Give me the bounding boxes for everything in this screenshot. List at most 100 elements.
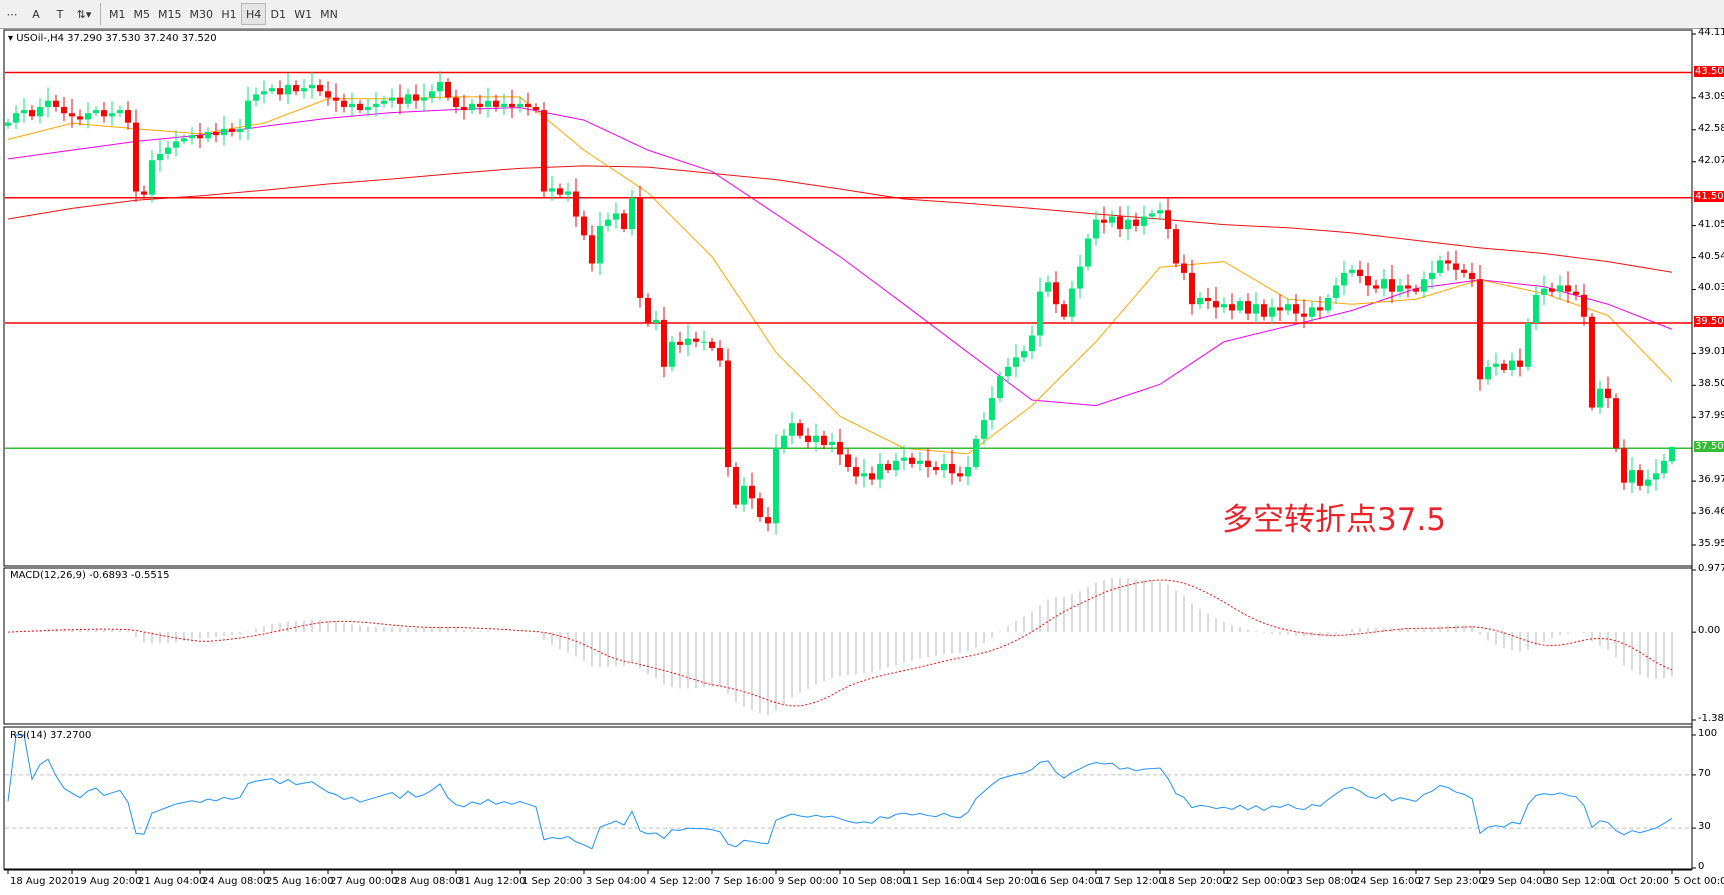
- candle-bear: [661, 319, 667, 367]
- text-icon[interactable]: A: [32, 7, 40, 21]
- time-tick-label: 5 Oct 00:00: [1674, 876, 1724, 887]
- timeframe-m30-button[interactable]: M30: [189, 7, 214, 21]
- candle-bull: [605, 219, 611, 226]
- candle-bear: [1117, 216, 1123, 230]
- candle-bull: [253, 94, 259, 101]
- candle-bull: [189, 135, 195, 139]
- candle-bull: [965, 467, 971, 477]
- price-tick-label: 36.465: [1698, 506, 1724, 518]
- candle-bull: [485, 100, 491, 107]
- time-tick-label: 7 Sep 16:00: [714, 876, 775, 887]
- candle-bull: [1237, 301, 1243, 311]
- lines-icon[interactable]: ⋯: [6, 7, 18, 21]
- candle-bear: [693, 338, 699, 342]
- candle-bear: [1565, 285, 1571, 292]
- time-tick-label: 1 Sep 20:00: [522, 876, 583, 887]
- candle-bear: [1261, 304, 1267, 317]
- candle-bear: [765, 517, 771, 524]
- candle-bear: [1445, 260, 1451, 264]
- time-tick-label: 24 Sep 16:00: [1354, 876, 1421, 887]
- price-tick-label: 41.055: [1698, 218, 1724, 230]
- timeframe-mn-button[interactable]: MN: [320, 7, 338, 21]
- candle-bear: [1165, 210, 1171, 230]
- time-tick-label: 25 Aug 16:00: [266, 876, 334, 887]
- candle-bull: [1077, 266, 1083, 289]
- candle-bear: [1373, 285, 1379, 289]
- candle-bear: [445, 81, 451, 98]
- timeframe-h4-button[interactable]: H4: [241, 3, 267, 25]
- candle-bear: [1133, 219, 1139, 226]
- candle-bear: [1413, 288, 1419, 292]
- candle-bull: [701, 341, 707, 343]
- candle-bear: [709, 341, 715, 349]
- time-tick-label: 11 Sep 16:00: [906, 876, 973, 887]
- candle-bull: [237, 128, 243, 133]
- candle-bear: [869, 473, 875, 480]
- candle-bear: [357, 103, 363, 111]
- timeframe-h1-button[interactable]: H1: [221, 7, 237, 21]
- candle-bull: [429, 91, 435, 98]
- price-tick-label: 44.115: [1698, 27, 1724, 38]
- collapse-triangle-icon[interactable]: ▾: [8, 33, 17, 44]
- timeframe-d1-button[interactable]: D1: [270, 7, 287, 21]
- candle-bull: [981, 420, 987, 439]
- main-panel-frame: [3, 29, 1693, 567]
- candle-bull: [389, 97, 395, 101]
- timeframe-m5-button[interactable]: M5: [133, 7, 151, 21]
- candle-bear: [1405, 285, 1411, 289]
- candle-bear: [1613, 398, 1619, 449]
- candle-bear: [1453, 263, 1459, 270]
- candle-bull: [269, 88, 275, 92]
- candle-bull: [1109, 216, 1115, 223]
- candle-bull: [861, 473, 867, 477]
- candle-bull: [1029, 335, 1035, 352]
- candle-bear: [557, 188, 563, 195]
- candle-bear: [1621, 448, 1627, 483]
- candle-bull: [181, 138, 187, 142]
- candle-bull: [1525, 322, 1531, 367]
- candle-bull: [941, 463, 947, 471]
- candle-bear: [541, 110, 547, 192]
- candle-bear: [1637, 470, 1643, 486]
- candle-bear: [957, 473, 963, 477]
- candle-bear: [69, 113, 75, 117]
- candle-bear: [1389, 279, 1395, 292]
- candle-bull: [1493, 363, 1499, 367]
- text-label-icon[interactable]: T: [56, 7, 64, 21]
- timeframe-m15-button[interactable]: M15: [158, 7, 182, 21]
- macd-signal-line: [7, 579, 1673, 707]
- candle-bear: [133, 122, 139, 192]
- rsi-tick-label: 100: [1698, 728, 1718, 739]
- candle-bull: [1197, 297, 1203, 305]
- candle-bear: [645, 297, 651, 323]
- candle-bull: [653, 319, 659, 323]
- time-tick-label: 24 Aug 08:00: [202, 876, 270, 887]
- macd-tick-label: 0.00: [1698, 625, 1721, 637]
- candle-bull: [301, 88, 307, 92]
- candle-bear: [933, 467, 939, 471]
- candle-bull: [1037, 291, 1043, 336]
- candle-bear: [637, 197, 643, 298]
- candle-bear: [797, 423, 803, 436]
- price-tick-label: 38.505: [1698, 378, 1724, 390]
- candle-bear: [1581, 294, 1587, 317]
- arrows-icon[interactable]: ⇅▾: [76, 7, 92, 21]
- candle-bear: [197, 135, 203, 139]
- candle-bull: [813, 435, 819, 442]
- timeframe-w1-button[interactable]: W1: [294, 7, 313, 21]
- time-tick-label: 18 Aug 2020: [10, 876, 75, 887]
- macd-tick-label: -1.382: [1698, 713, 1724, 724]
- candle-bull: [1253, 304, 1259, 314]
- candle-bear: [413, 94, 419, 101]
- ma-mid-line: [7, 107, 1673, 407]
- rsi-tick-label: 0: [1698, 861, 1705, 872]
- candle-bear: [397, 97, 403, 104]
- candle-bear: [293, 85, 299, 92]
- ma-slow-line: [7, 165, 1673, 273]
- timeframe-m1-button[interactable]: M1: [109, 7, 126, 21]
- candle-bear: [1477, 279, 1483, 380]
- candle-bull: [877, 463, 883, 480]
- candle-bear: [525, 103, 531, 107]
- candle-bull: [1013, 357, 1019, 367]
